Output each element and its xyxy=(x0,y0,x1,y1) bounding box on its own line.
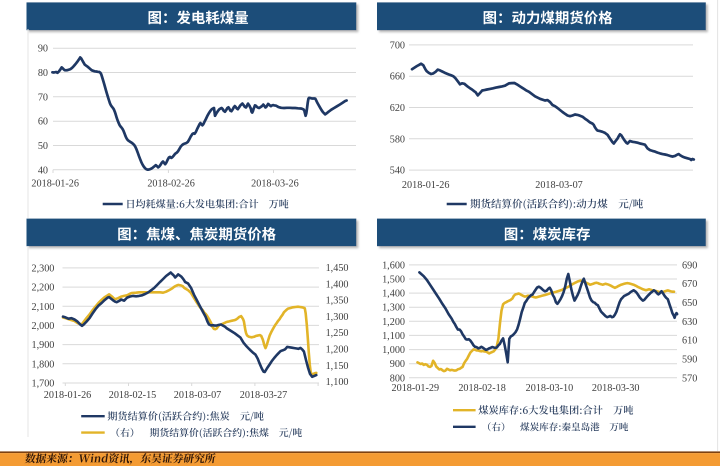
svg-text:620: 620 xyxy=(390,103,405,114)
svg-text:1,900: 1,900 xyxy=(31,340,54,351)
svg-text:2018-01-26: 2018-01-26 xyxy=(402,180,450,191)
svg-text:1,300: 1,300 xyxy=(326,312,349,323)
svg-text:50: 50 xyxy=(38,141,48,152)
svg-text:2018-03-10: 2018-03-10 xyxy=(526,383,574,394)
svg-text:2,200: 2,200 xyxy=(31,283,54,294)
svg-text:1,200: 1,200 xyxy=(382,317,405,328)
svg-text:1,400: 1,400 xyxy=(382,289,405,300)
svg-text:800: 800 xyxy=(390,373,405,384)
svg-text:1,150: 1,150 xyxy=(326,361,349,372)
svg-text:2018-03-26: 2018-03-26 xyxy=(251,179,299,190)
svg-text:1,700: 1,700 xyxy=(31,379,54,390)
svg-text:2018-02-15: 2018-02-15 xyxy=(109,390,157,401)
svg-text:40: 40 xyxy=(38,165,48,176)
svg-text:630: 630 xyxy=(682,317,697,328)
svg-text:70: 70 xyxy=(38,92,48,103)
svg-text:1,000: 1,000 xyxy=(382,345,405,356)
svg-text:1,500: 1,500 xyxy=(382,275,405,286)
svg-text:60: 60 xyxy=(38,117,48,128)
svg-text:1,350: 1,350 xyxy=(326,296,349,307)
svg-text:1,450: 1,450 xyxy=(326,263,349,274)
svg-text:610: 610 xyxy=(682,336,697,347)
svg-text:2018-03-07: 2018-03-07 xyxy=(535,180,583,191)
svg-text:1,100: 1,100 xyxy=(382,331,405,342)
svg-text:1,250: 1,250 xyxy=(326,328,349,339)
svg-text:570: 570 xyxy=(682,373,697,384)
svg-text:690: 690 xyxy=(682,260,697,271)
svg-text:700: 700 xyxy=(390,40,405,51)
svg-text:2,300: 2,300 xyxy=(31,263,54,274)
svg-text:1,800: 1,800 xyxy=(31,359,54,370)
svg-text:2018-03-30: 2018-03-30 xyxy=(592,383,640,394)
svg-text:670: 670 xyxy=(682,279,697,290)
svg-text:2018-03-07: 2018-03-07 xyxy=(174,390,222,401)
svg-text:540: 540 xyxy=(390,166,405,177)
svg-text:2018-03-27: 2018-03-27 xyxy=(240,390,288,401)
svg-text:2018-02-26: 2018-02-26 xyxy=(147,179,195,190)
svg-text:90: 90 xyxy=(38,44,48,55)
svg-text:2018-02-18: 2018-02-18 xyxy=(458,383,506,394)
svg-text:2018-01-29: 2018-01-29 xyxy=(392,383,440,394)
svg-text:1,400: 1,400 xyxy=(326,279,349,290)
svg-text:2018-01-26: 2018-01-26 xyxy=(44,390,92,401)
svg-text:900: 900 xyxy=(390,359,405,370)
svg-text:2018-01-26: 2018-01-26 xyxy=(31,179,79,190)
svg-text:2,100: 2,100 xyxy=(31,302,54,313)
svg-text:660: 660 xyxy=(390,72,405,83)
svg-text:650: 650 xyxy=(682,298,697,309)
svg-text:590: 590 xyxy=(682,355,697,366)
svg-text:2,000: 2,000 xyxy=(31,321,54,332)
svg-text:1,200: 1,200 xyxy=(326,345,349,356)
svg-text:1,100: 1,100 xyxy=(326,377,349,388)
svg-text:80: 80 xyxy=(38,68,48,79)
svg-text:1,600: 1,600 xyxy=(382,260,405,271)
svg-text:1,300: 1,300 xyxy=(382,303,405,314)
svg-text:580: 580 xyxy=(390,134,405,145)
